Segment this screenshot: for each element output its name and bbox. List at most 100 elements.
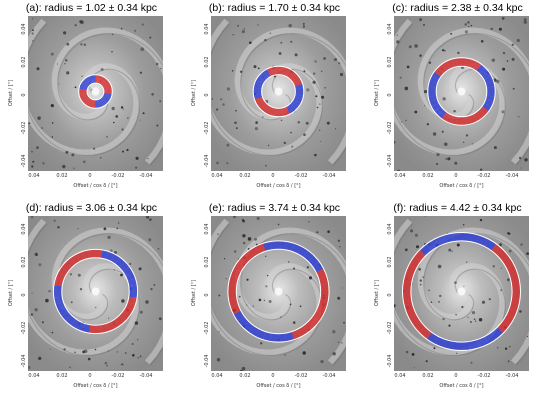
ring-segment bbox=[70, 253, 81, 265]
y-tick-label: -0.04 bbox=[204, 354, 210, 368]
panel-title: (d): radius = 3.06 ± 0.34 kpc bbox=[0, 202, 183, 214]
x-tick-label: 0.02 bbox=[422, 173, 434, 179]
ring-segment bbox=[316, 304, 327, 315]
ring-segment bbox=[96, 74, 101, 84]
ring-segment bbox=[228, 275, 239, 285]
x-tick-label: 0 bbox=[454, 373, 458, 379]
ring-segment bbox=[228, 298, 239, 308]
ring-segment bbox=[465, 58, 472, 68]
x-axis-label: Offset / cos δ / [°] bbox=[256, 383, 301, 389]
ring-segment bbox=[290, 101, 299, 110]
ring-segment bbox=[452, 341, 462, 351]
ring-segment bbox=[431, 71, 441, 80]
panel-c: (c): radius = 2.38 ± 0.34 kpc 0.04 0.02 0 -0.0… bbox=[366, 0, 549, 200]
y-tick-label: -0.04 bbox=[387, 154, 393, 168]
annulus-circle bbox=[402, 232, 521, 351]
ring-segment bbox=[506, 307, 518, 319]
panel-f: (f): radius = 4.42 ± 0.34 kpc 0.04 0.02 0 -0.0… bbox=[366, 200, 549, 400]
ring-segment bbox=[278, 240, 287, 250]
ring-segment bbox=[461, 116, 467, 126]
x-tick-label: -0.04 bbox=[505, 173, 519, 179]
ring-segment bbox=[88, 324, 96, 334]
ring-segment bbox=[443, 339, 454, 350]
x-tick-label: 0 bbox=[454, 173, 458, 179]
ring-segment bbox=[55, 272, 66, 282]
ring-segment bbox=[92, 99, 96, 109]
annulus-circle bbox=[235, 248, 322, 335]
ring-segment bbox=[78, 91, 88, 95]
ring-segment bbox=[92, 74, 96, 84]
y-tick-label: 0 bbox=[204, 93, 210, 97]
ring-segment bbox=[476, 64, 486, 74]
ring-segment bbox=[509, 299, 520, 310]
x-tick-label: -0.04 bbox=[139, 173, 153, 179]
ring-segment bbox=[125, 272, 136, 282]
ring-segment bbox=[53, 278, 64, 287]
x-tick-label: 0.04 bbox=[28, 373, 40, 379]
ring-segment bbox=[286, 105, 294, 114]
ring-segment bbox=[437, 109, 447, 119]
x-tick-label: 0.02 bbox=[422, 373, 434, 379]
ring-segment bbox=[96, 99, 101, 109]
ring-segment bbox=[274, 108, 279, 117]
ring-segment bbox=[102, 81, 111, 88]
radius-value: = 3.74 ± 0.34 kpc bbox=[259, 202, 341, 214]
ring-segment bbox=[258, 73, 267, 82]
ring-segment bbox=[101, 79, 110, 87]
ring-segment bbox=[405, 264, 417, 276]
ring-segment bbox=[57, 266, 69, 277]
ring-segment bbox=[278, 66, 283, 75]
ring-segment bbox=[294, 94, 304, 100]
y-tick-label: 0.02 bbox=[204, 56, 210, 68]
y-tick-label: -0.02 bbox=[21, 321, 27, 335]
y-axis-label: Offset / [°] bbox=[374, 279, 380, 307]
ring-segment bbox=[434, 67, 444, 77]
ring-segment bbox=[103, 91, 113, 95]
ring-segment bbox=[270, 66, 276, 76]
panel-b: (b): radius = 1.70 ± 0.34 kpc 0.04 0.02 0 -0.0… bbox=[183, 0, 366, 200]
panel-title: (e): radius = 3.74 ± 0.34 kpc bbox=[183, 202, 366, 214]
panel-title: (a): radius = 1.02 ± 0.34 kpc bbox=[0, 2, 183, 14]
ring-segment bbox=[316, 268, 327, 279]
x-tick-label: 0 bbox=[271, 373, 275, 379]
x-tick-label: 0.02 bbox=[239, 373, 251, 379]
ring-segment bbox=[402, 291, 412, 301]
ring-segment bbox=[278, 108, 283, 117]
ring-segment bbox=[402, 282, 412, 292]
ring-segment bbox=[79, 94, 88, 100]
ring-segment bbox=[293, 80, 303, 87]
y-tick-label: 0.04 bbox=[204, 23, 210, 35]
ring-segment bbox=[53, 291, 63, 299]
y-tick-label: 0.04 bbox=[387, 23, 393, 35]
ring-segment bbox=[461, 57, 467, 67]
y-axis-label: Offset / [°] bbox=[8, 79, 14, 107]
ring-segment bbox=[110, 253, 121, 265]
ring-segment bbox=[292, 99, 301, 107]
y-axis-label: Offset / [°] bbox=[191, 79, 197, 107]
ring-segment bbox=[82, 249, 91, 260]
ring-segment bbox=[256, 76, 265, 84]
ring-segment bbox=[263, 69, 271, 78]
ring-segment bbox=[473, 112, 482, 122]
ring-segment bbox=[485, 95, 495, 102]
x-tick-label: -0.04 bbox=[505, 373, 519, 379]
radius-word: radius bbox=[410, 2, 439, 14]
ring-segment bbox=[90, 74, 95, 84]
annulus-circle bbox=[78, 74, 113, 109]
ring-segment bbox=[469, 233, 480, 244]
ring-segment bbox=[484, 99, 494, 107]
ring-segment bbox=[103, 92, 113, 97]
ring-segment bbox=[295, 87, 304, 92]
panel-label: (e): bbox=[208, 202, 225, 214]
ring-segment bbox=[83, 97, 91, 106]
ring-segment bbox=[477, 336, 489, 348]
x-tick-label: -0.02 bbox=[111, 373, 125, 379]
ring-segment bbox=[461, 341, 471, 351]
ring-segment bbox=[295, 91, 304, 96]
ring-segment bbox=[103, 94, 112, 100]
x-tick-label: 0.04 bbox=[28, 173, 40, 179]
radius-word: radius bbox=[44, 202, 74, 214]
ring-segment bbox=[99, 76, 106, 85]
y-tick-label: -0.02 bbox=[204, 121, 210, 135]
ring-segment bbox=[53, 296, 64, 305]
